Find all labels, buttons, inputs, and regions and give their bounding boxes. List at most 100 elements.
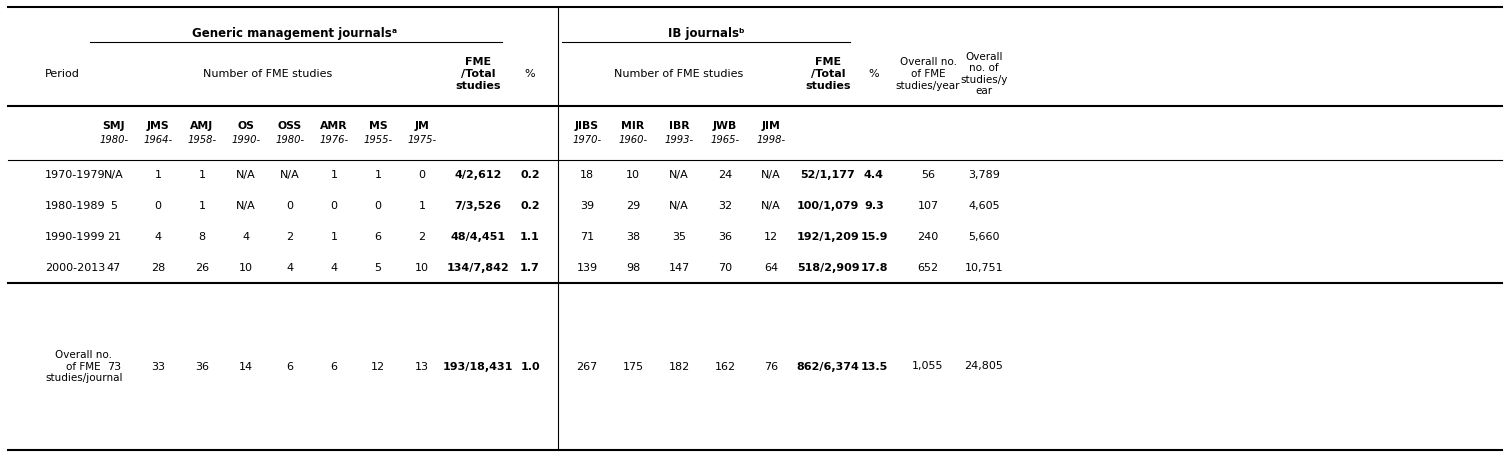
Text: 182: 182 [669, 361, 690, 371]
Text: 56: 56 [921, 170, 935, 180]
Text: 18: 18 [580, 170, 593, 180]
Text: 24,805: 24,805 [965, 361, 1004, 371]
Text: 64: 64 [764, 262, 778, 273]
Text: 70: 70 [717, 262, 732, 273]
Text: 652: 652 [918, 262, 939, 273]
Text: N/A: N/A [761, 170, 781, 180]
Text: 0.2: 0.2 [519, 170, 539, 180]
Text: Period: Period [45, 69, 80, 79]
Text: FME
/Total
studies: FME /Total studies [805, 57, 850, 91]
Text: 12: 12 [764, 232, 778, 242]
Text: JIBS: JIBS [575, 121, 599, 131]
Text: 1980-1989: 1980-1989 [45, 201, 106, 211]
Text: 2000-2013: 2000-2013 [45, 262, 106, 273]
Text: 15.9: 15.9 [861, 232, 888, 242]
Text: 1980-: 1980- [100, 135, 128, 145]
Text: 32: 32 [717, 201, 732, 211]
Text: Number of FME studies: Number of FME studies [615, 69, 743, 79]
Text: 107: 107 [918, 201, 939, 211]
Text: 13: 13 [415, 361, 429, 371]
Text: 5: 5 [374, 262, 382, 273]
Text: %: % [868, 69, 879, 79]
Text: N/A: N/A [236, 170, 255, 180]
Text: MS: MS [368, 121, 387, 131]
Text: 267: 267 [577, 361, 598, 371]
Text: IB journalsᵇ: IB journalsᵇ [667, 27, 744, 40]
Text: 2: 2 [418, 232, 426, 242]
Text: Number of FME studies: Number of FME studies [204, 69, 332, 79]
Text: 1960-: 1960- [619, 135, 648, 145]
Text: 1.1: 1.1 [519, 232, 541, 242]
Text: 0: 0 [154, 201, 162, 211]
Text: 518/2,909: 518/2,909 [797, 262, 859, 273]
Text: 100/1,079: 100/1,079 [797, 201, 859, 211]
Text: 1993-: 1993- [664, 135, 693, 145]
Text: 4/2,612: 4/2,612 [455, 170, 501, 180]
Text: 4.4: 4.4 [864, 170, 883, 180]
Text: 26: 26 [195, 262, 208, 273]
Text: 1955-: 1955- [364, 135, 393, 145]
Text: 1.7: 1.7 [519, 262, 541, 273]
Text: OSS: OSS [278, 121, 302, 131]
Text: 98: 98 [625, 262, 640, 273]
Text: 47: 47 [107, 262, 121, 273]
Text: 1: 1 [418, 201, 426, 211]
Text: 0: 0 [418, 170, 426, 180]
Text: 2: 2 [287, 232, 293, 242]
Text: 1: 1 [374, 170, 382, 180]
Text: Overall no.
of FME
studies/journal: Overall no. of FME studies/journal [45, 350, 122, 383]
Text: 1964-: 1964- [143, 135, 172, 145]
Text: 0: 0 [374, 201, 382, 211]
Text: 1975-: 1975- [408, 135, 436, 145]
Text: 52/1,177: 52/1,177 [800, 170, 855, 180]
Text: 8: 8 [198, 232, 205, 242]
Text: AMJ: AMJ [190, 121, 213, 131]
Text: 13.5: 13.5 [861, 361, 888, 371]
Text: 1958-: 1958- [187, 135, 216, 145]
Text: 39: 39 [580, 201, 593, 211]
Text: 4: 4 [287, 262, 293, 273]
Text: SMJ: SMJ [103, 121, 125, 131]
Text: 1980-: 1980- [275, 135, 305, 145]
Text: 6: 6 [374, 232, 382, 242]
Text: N/A: N/A [669, 201, 689, 211]
Text: MIR: MIR [622, 121, 645, 131]
Text: 24: 24 [717, 170, 732, 180]
Text: 0: 0 [287, 201, 293, 211]
Text: 240: 240 [918, 232, 939, 242]
Text: 1: 1 [154, 170, 162, 180]
Text: 35: 35 [672, 232, 686, 242]
Text: 10: 10 [627, 170, 640, 180]
Text: 1976-: 1976- [320, 135, 349, 145]
Text: AMR: AMR [320, 121, 347, 131]
Text: 1970-1979: 1970-1979 [45, 170, 106, 180]
Text: 134/7,842: 134/7,842 [447, 262, 509, 273]
Text: IBR: IBR [669, 121, 689, 131]
Text: N/A: N/A [669, 170, 689, 180]
Text: 862/6,374: 862/6,374 [797, 361, 859, 371]
Text: N/A: N/A [104, 170, 124, 180]
Text: 1998-: 1998- [757, 135, 785, 145]
Text: 33: 33 [151, 361, 165, 371]
Text: 1.0: 1.0 [519, 361, 539, 371]
Text: 1965-: 1965- [710, 135, 740, 145]
Text: Overall no.
of FME
studies/year: Overall no. of FME studies/year [895, 57, 960, 91]
Text: JIM: JIM [761, 121, 781, 131]
Text: 3,789: 3,789 [968, 170, 1000, 180]
Text: 1: 1 [198, 201, 205, 211]
Text: 48/4,451: 48/4,451 [450, 232, 506, 242]
Text: 7/3,526: 7/3,526 [455, 201, 501, 211]
Text: 28: 28 [151, 262, 165, 273]
Text: 73: 73 [107, 361, 121, 371]
Text: OS: OS [237, 121, 255, 131]
Text: 4: 4 [331, 262, 338, 273]
Text: 5,660: 5,660 [968, 232, 1000, 242]
Text: 193/18,431: 193/18,431 [442, 361, 513, 371]
Text: JM: JM [415, 121, 429, 131]
Text: 6: 6 [287, 361, 293, 371]
Text: %: % [524, 69, 536, 79]
Text: 4,605: 4,605 [968, 201, 1000, 211]
Text: 71: 71 [580, 232, 593, 242]
Text: 5: 5 [110, 201, 118, 211]
Text: Generic management journalsᵃ: Generic management journalsᵃ [192, 27, 397, 40]
